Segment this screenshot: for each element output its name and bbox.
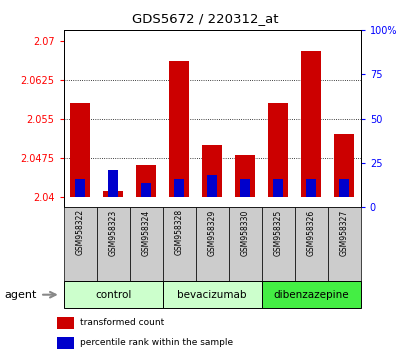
- Bar: [339, 179, 348, 197]
- Bar: [261, 281, 360, 308]
- Text: bevacizumab: bevacizumab: [177, 290, 246, 300]
- Bar: [162, 207, 195, 281]
- Bar: [63, 281, 162, 308]
- Text: GSM958329: GSM958329: [207, 209, 216, 256]
- Text: GSM958322: GSM958322: [75, 209, 84, 256]
- Text: GSM958324: GSM958324: [141, 209, 150, 256]
- Bar: [207, 176, 217, 197]
- Bar: [228, 207, 261, 281]
- Bar: [235, 155, 254, 197]
- Bar: [169, 61, 189, 197]
- Bar: [136, 165, 156, 197]
- Bar: [306, 179, 315, 197]
- Text: transformed count: transformed count: [80, 318, 164, 327]
- Bar: [57, 337, 74, 349]
- Bar: [174, 179, 184, 197]
- Bar: [57, 316, 74, 329]
- Text: GSM958327: GSM958327: [339, 209, 348, 256]
- Bar: [162, 281, 261, 308]
- Bar: [103, 192, 123, 197]
- Text: agent: agent: [4, 290, 36, 300]
- Bar: [202, 145, 222, 197]
- Text: control: control: [94, 290, 131, 300]
- Bar: [108, 170, 118, 197]
- Bar: [294, 207, 327, 281]
- Bar: [327, 207, 360, 281]
- Bar: [97, 207, 129, 281]
- Text: GSM958323: GSM958323: [108, 209, 117, 256]
- Bar: [261, 207, 294, 281]
- Bar: [63, 207, 97, 281]
- Bar: [141, 183, 151, 197]
- Text: GSM958326: GSM958326: [306, 209, 315, 256]
- Bar: [70, 103, 90, 197]
- Bar: [129, 207, 162, 281]
- Text: GSM958330: GSM958330: [240, 209, 249, 256]
- Bar: [301, 51, 320, 197]
- Bar: [267, 103, 288, 197]
- Bar: [273, 179, 283, 197]
- Bar: [75, 179, 85, 197]
- Text: GSM958325: GSM958325: [273, 209, 282, 256]
- Text: percentile rank within the sample: percentile rank within the sample: [80, 338, 232, 348]
- Text: dibenzazepine: dibenzazepine: [273, 290, 348, 300]
- Bar: [195, 207, 228, 281]
- Text: GSM958328: GSM958328: [174, 209, 183, 256]
- Bar: [240, 179, 249, 197]
- Bar: [334, 134, 353, 197]
- Text: GDS5672 / 220312_at: GDS5672 / 220312_at: [131, 12, 278, 25]
